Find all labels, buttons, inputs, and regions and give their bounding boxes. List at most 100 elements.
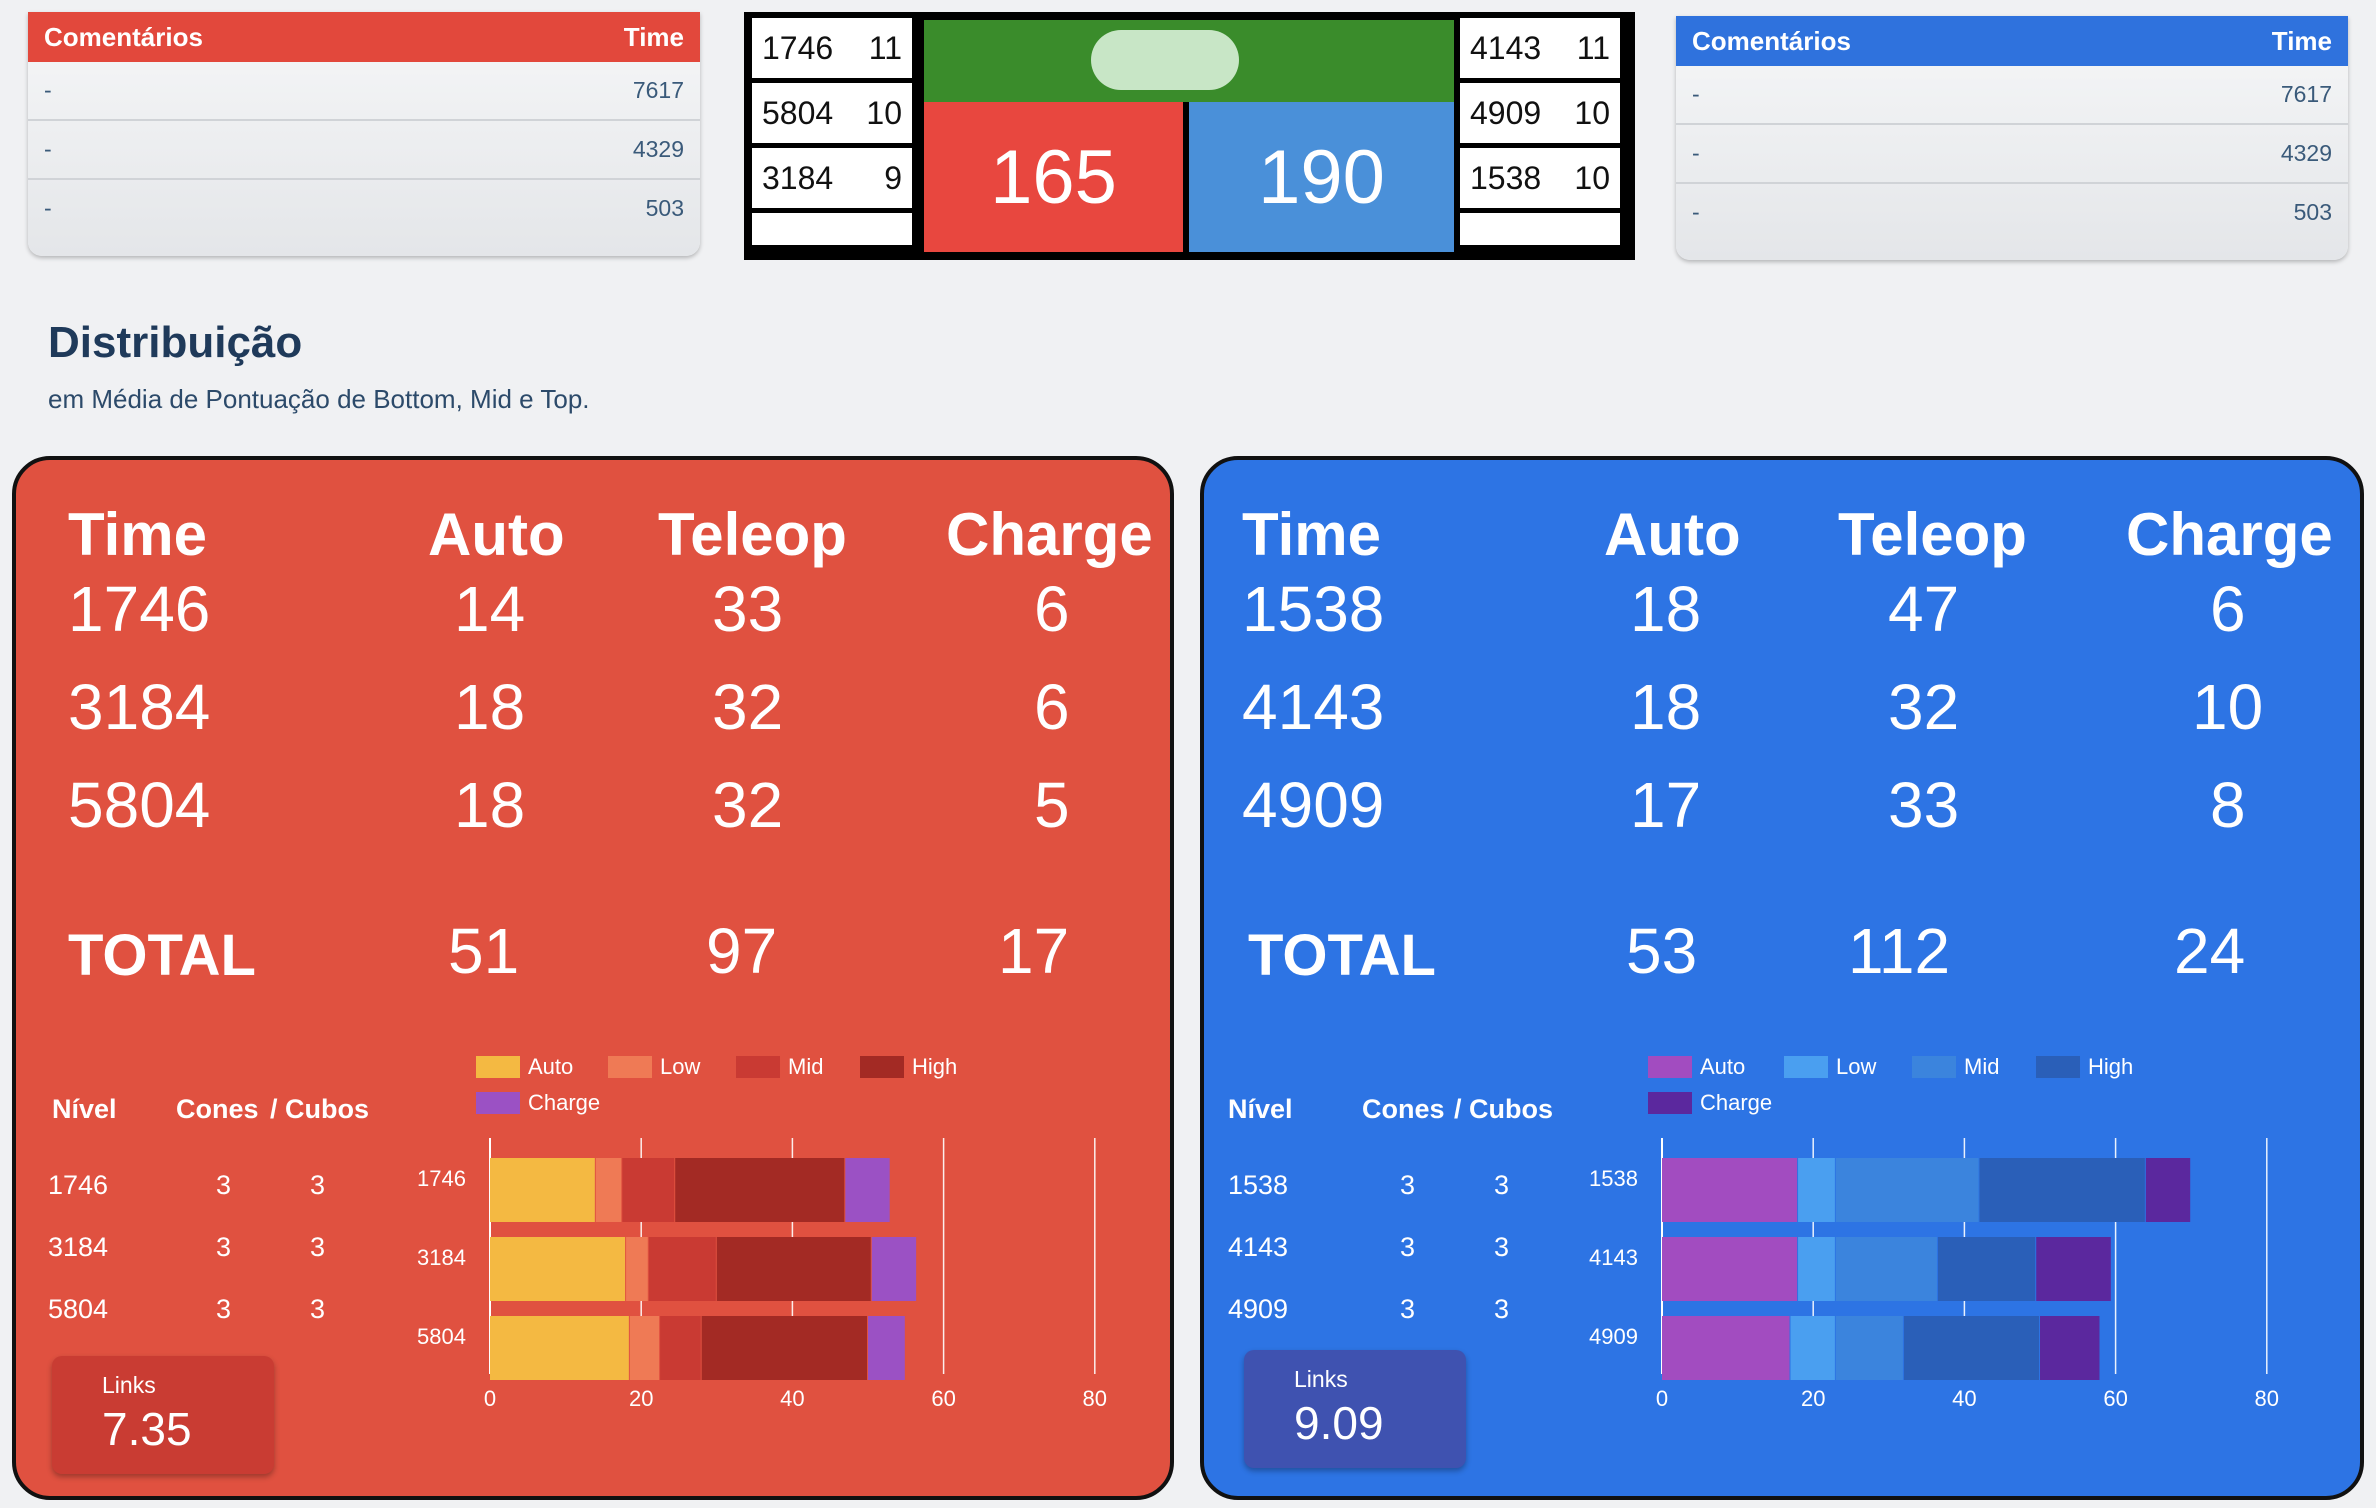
legend-label: High (912, 1054, 958, 1079)
teleop-value: 33 (1888, 769, 1960, 841)
team-value: 1746 (68, 573, 211, 645)
auto-value: 14 (454, 573, 526, 645)
level-team: 1746 (48, 1170, 109, 1200)
bar-segment-low (1798, 1237, 1835, 1301)
bar-segment-low (626, 1237, 648, 1301)
bar-segment-charge (871, 1237, 917, 1301)
level-cones: 3 (1400, 1294, 1416, 1324)
alliance-rank: 10 (1574, 159, 1610, 196)
legend-swatch (476, 1056, 520, 1078)
alliance-team: 4143 (1470, 29, 1542, 66)
table-row: - 7617 (28, 62, 700, 121)
bar-segment-auto (1662, 1237, 1798, 1301)
auto-header: Auto (428, 501, 565, 568)
team-column-header[interactable]: Time (2271, 25, 2332, 56)
bar-segment-charge (2040, 1316, 2100, 1380)
alliance-rank: 11 (1576, 29, 1610, 66)
level-cones: 3 (1400, 1170, 1416, 1200)
legend-label: Mid (788, 1054, 824, 1079)
legend-swatch (1784, 1056, 1828, 1078)
comments-column-header[interactable]: Comentários (1692, 25, 1851, 56)
red-alliance-panel: Time Auto Teleop Charge 1746 14 33 6 318… (12, 456, 1174, 1500)
cones-header: Cones (176, 1094, 259, 1124)
teleop-value: 33 (712, 573, 784, 645)
red-score: 165 (924, 102, 1183, 252)
blue-alliance-list: 4143 11 4909 10 1538 10 (1454, 18, 1620, 245)
bar-segment-low (629, 1316, 660, 1380)
match-progress-bar (924, 20, 1454, 102)
cubes-header: / Cubos (270, 1094, 369, 1124)
alliance-rank: 10 (1574, 94, 1610, 131)
blue-score: 190 (1189, 102, 1454, 252)
charge-total: 17 (998, 915, 1070, 987)
team-header: Time (1242, 501, 1381, 568)
alliance-row: 4143 11 (1460, 18, 1620, 78)
legend-high: High (2036, 1054, 2133, 1080)
team-value: 4909 (1242, 769, 1385, 841)
legend-label: Charge (528, 1090, 601, 1115)
alliance-row-empty (752, 213, 912, 245)
level-cones: 3 (216, 1294, 232, 1324)
charge-value: 8 (2210, 769, 2246, 841)
level-cones: 3 (1400, 1232, 1416, 1262)
alliance-row: 1746 11 (752, 18, 912, 78)
level-cones: 3 (216, 1232, 232, 1262)
bar-segment-mid (660, 1316, 701, 1380)
legend-low: Low (608, 1054, 700, 1080)
bar-segment-high (1903, 1316, 2039, 1380)
bar-segment-high (1937, 1237, 2036, 1301)
red-stacked-bar-chart: 0 20 40 60 80 1746 3184 5804 (417, 1138, 1107, 1410)
charge-header: Charge (946, 501, 1153, 568)
section-title: Distribuição (48, 318, 303, 367)
teleop-value: 32 (712, 671, 784, 743)
auto-total: 53 (1626, 915, 1698, 987)
table-row: - 7617 (1676, 66, 2348, 125)
comment-cell: - (44, 195, 52, 221)
cubes-header: / Cubos (1454, 1094, 1553, 1124)
teleop-value: 32 (712, 769, 784, 841)
team-cell: 503 (645, 195, 684, 221)
y-tick-label: 4143 (1589, 1245, 1638, 1270)
comments-column-header[interactable]: Comentários (44, 21, 203, 52)
comment-cell: - (44, 77, 52, 103)
teleop-value: 32 (1888, 671, 1960, 743)
legend-mid: Mid (1912, 1054, 1999, 1080)
team-cell: 503 (2293, 199, 2332, 225)
bar-segment-auto (1662, 1316, 1790, 1380)
links-value: 9.09 (1294, 1397, 1384, 1449)
legend-label: High (2088, 1054, 2134, 1079)
teleop-header: Teleop (1838, 501, 2027, 568)
comment-cell: - (1692, 81, 1700, 107)
legend-swatch (1912, 1056, 1956, 1078)
legend-auto: Auto (1648, 1054, 1745, 1080)
blue-comments-header: Comentários Time (1676, 16, 2348, 66)
teleop-total: 97 (706, 915, 778, 987)
alliance-row: 5804 10 (752, 83, 912, 143)
scoreboard: 1746 11 5804 10 3184 9 165 190 4143 11 4… (744, 12, 1635, 260)
bar-segment-mid (648, 1237, 716, 1301)
legend-label: Auto (528, 1054, 574, 1079)
y-tick-label: 5804 (417, 1324, 466, 1349)
bar-segment-auto (490, 1237, 626, 1301)
alliance-team: 3184 (762, 159, 834, 196)
bar-segment-charge (2145, 1158, 2191, 1222)
bar-segment-low (595, 1158, 622, 1222)
legend-swatch (1648, 1056, 1692, 1078)
team-value: 4143 (1242, 671, 1385, 743)
level-team: 3184 (48, 1232, 109, 1262)
level-cubes: 3 (310, 1294, 326, 1324)
legend-high: High (860, 1054, 957, 1080)
total-label: TOTAL (68, 923, 256, 988)
team-value: 1538 (1242, 573, 1385, 645)
blue-comments-card: Comentários Time - 7617 - 4329 - 503 (1676, 16, 2348, 260)
charge-value: 6 (2210, 573, 2246, 645)
team-column-header[interactable]: Time (623, 21, 684, 52)
legend-swatch (476, 1092, 520, 1114)
auto-value: 18 (454, 671, 526, 743)
legend-label: Charge (1700, 1090, 1773, 1115)
total-label: TOTAL (1248, 923, 1436, 988)
alliance-team: 4909 (1470, 94, 1542, 131)
team-value: 3184 (68, 671, 211, 743)
auto-header: Auto (1604, 501, 1741, 568)
alliance-rank: 10 (866, 94, 902, 131)
